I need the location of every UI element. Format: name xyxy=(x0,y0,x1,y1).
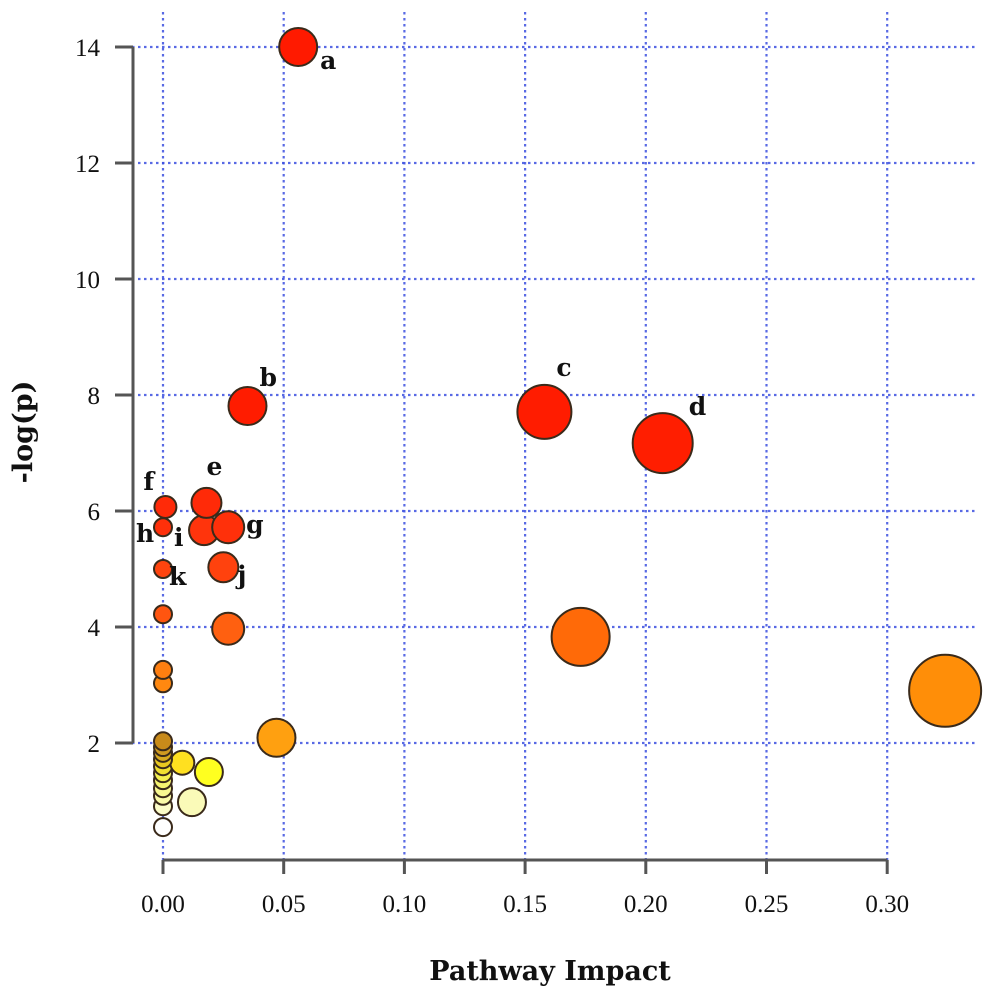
data-point xyxy=(193,757,224,787)
x-tick-label: 0.00 xyxy=(141,891,185,918)
point-labels: a b c d e f g h i j k xyxy=(136,46,706,591)
y-tick-label: 12 xyxy=(75,151,100,178)
point-label-a: a xyxy=(320,46,336,75)
point-label-g: g xyxy=(246,510,263,539)
data-point-f xyxy=(153,494,178,519)
data-point-e xyxy=(190,486,223,519)
x-tick-label: 0.10 xyxy=(383,891,427,918)
data-point-h xyxy=(153,517,173,538)
y-tick-label: 14 xyxy=(75,35,101,62)
tick-labels: 0.00 0.05 0.10 0.15 0.20 0.25 0.30 2 4 6 8 10 12 14 xyxy=(75,35,909,918)
y-tick-label: 6 xyxy=(88,499,101,526)
point-label-c: c xyxy=(556,353,571,382)
data-point xyxy=(153,659,173,680)
data-point xyxy=(256,717,297,758)
data-point xyxy=(169,749,196,776)
point-label-h: h xyxy=(136,519,154,548)
data-point xyxy=(211,611,246,646)
point-label-d: d xyxy=(689,392,706,421)
x-tick-label: 0.20 xyxy=(624,891,668,918)
data-point-k xyxy=(153,559,173,579)
data-point-j xyxy=(207,551,240,584)
data-point-b xyxy=(227,386,268,427)
x-tick-label: 0.05 xyxy=(262,891,306,918)
x-tick-label: 0.30 xyxy=(865,891,909,918)
data-point xyxy=(153,817,173,838)
y-tick-label: 8 xyxy=(88,383,101,410)
point-label-i: i xyxy=(174,523,184,552)
data-points xyxy=(153,27,983,838)
y-tick-label: 4 xyxy=(88,615,101,642)
data-point xyxy=(176,787,207,818)
y-axis-title: -log(p) xyxy=(8,381,39,484)
data-point-a xyxy=(278,27,319,67)
x-tick-label: 0.25 xyxy=(745,891,789,918)
data-point-c xyxy=(516,383,573,440)
y-tick-label: 10 xyxy=(75,267,100,294)
data-point-g xyxy=(211,510,246,545)
data-point xyxy=(153,604,173,625)
axes xyxy=(115,45,889,874)
data-point xyxy=(550,606,611,667)
x-axis-title: Pathway Impact xyxy=(429,956,671,987)
point-label-j: j xyxy=(235,560,246,589)
point-label-b: b xyxy=(259,363,276,392)
data-point xyxy=(908,653,983,728)
data-point xyxy=(153,731,173,752)
data-point-d xyxy=(631,412,694,475)
point-label-f: f xyxy=(143,467,156,496)
x-tick-label: 0.15 xyxy=(503,891,547,918)
point-label-k: k xyxy=(169,562,187,591)
y-tick-label: 2 xyxy=(88,731,101,758)
point-label-e: e xyxy=(206,452,222,481)
